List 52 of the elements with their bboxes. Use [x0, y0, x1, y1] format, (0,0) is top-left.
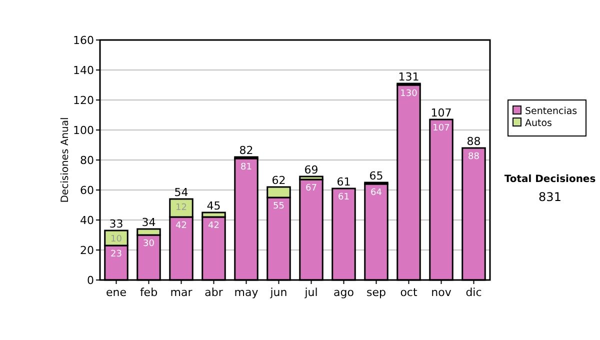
data-label: 130: [400, 89, 418, 99]
data-label: 55: [273, 202, 284, 212]
x-tick-label: may: [234, 286, 259, 299]
x-tick-label: sep: [366, 286, 386, 299]
total-label: 34: [142, 216, 156, 229]
x-tick-label: nov: [431, 286, 452, 299]
total-label: 65: [369, 170, 384, 182]
data-label: 10: [110, 234, 122, 244]
data-label: 42: [176, 221, 187, 231]
legend-label: Autos: [525, 118, 552, 129]
total-label: 131: [398, 70, 420, 84]
total-label: 69: [304, 164, 318, 176]
total-label: 82: [239, 144, 254, 157]
total-label: 45: [206, 200, 221, 212]
total-label: 107: [430, 106, 452, 120]
x-tick-label: oct: [400, 286, 418, 299]
x-tick-label: mar: [170, 286, 193, 299]
x-tick-label: abr: [204, 286, 224, 299]
y-tick-label: 0: [87, 274, 94, 287]
y-tick-label: 40: [80, 214, 94, 227]
text: Total Decisiones: [504, 174, 596, 185]
y-tick-label: 140: [73, 64, 94, 77]
x-tick-label: dic: [466, 286, 482, 299]
total-label: 88: [466, 135, 481, 148]
data-label: 61: [338, 192, 350, 202]
data-label: 88: [468, 152, 480, 162]
total-label: 33: [109, 218, 124, 230]
y-tick-label: 60: [80, 184, 94, 197]
x-tick-label: ene: [106, 286, 127, 299]
data-label: 42: [208, 221, 220, 231]
data-label: 23: [110, 250, 122, 260]
data-label: 64: [370, 188, 382, 198]
total-label: 61: [336, 176, 351, 188]
text: 831: [538, 190, 562, 204]
data-label: 81: [240, 162, 252, 172]
data-label: 12: [176, 203, 187, 213]
x-tick-label: feb: [140, 286, 158, 299]
x-tick-label: jun: [269, 286, 288, 299]
x-tick-label: jul: [304, 286, 318, 299]
total-label: 62: [272, 174, 286, 187]
data-label: 30: [143, 239, 155, 249]
y-tick-label: 160: [73, 34, 94, 47]
total-label: 54: [174, 186, 188, 199]
legend-label: Sentencias: [525, 106, 578, 117]
y-tick-label: 120: [73, 94, 94, 107]
y-tick-label: 100: [73, 124, 94, 137]
y-axis-title: Decisiones Anual: [60, 117, 71, 203]
y-tick-label: 20: [80, 244, 94, 257]
data-label: 67: [306, 184, 317, 194]
y-tick-label: 80: [80, 154, 94, 167]
x-tick-label: ago: [334, 286, 354, 299]
data-label: 107: [432, 124, 450, 134]
